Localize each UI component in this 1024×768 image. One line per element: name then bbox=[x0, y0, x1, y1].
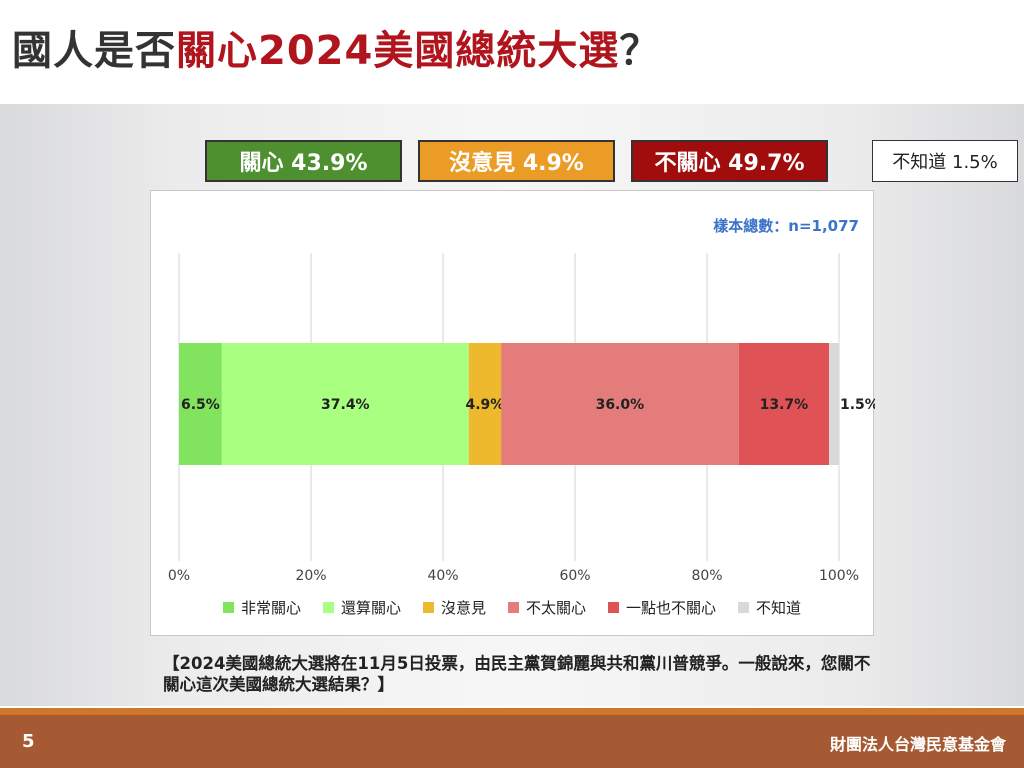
bar-data-label: 13.7% bbox=[760, 397, 809, 413]
x-tick-label: 0% bbox=[168, 568, 190, 584]
legend-label: 沒意見 bbox=[440, 599, 486, 617]
x-tick-label: 100% bbox=[819, 568, 859, 584]
legend-label: 不知道 bbox=[756, 599, 802, 617]
summary-dont-know-box: 不知道 1.5% bbox=[872, 140, 1018, 182]
chart-legend: 非常關心 還算關心 沒意見 不太關心 一點也不關心 不知道 bbox=[151, 597, 873, 618]
title-highlight: 關心2024美國總統大選 bbox=[176, 28, 620, 74]
organization-name: 財團法人台灣民意基金會 bbox=[829, 735, 1006, 754]
legend-item: 沒意見 bbox=[422, 597, 486, 618]
bar-data-label: 36.0% bbox=[596, 397, 645, 413]
bar-data-label: 1.5% bbox=[840, 397, 875, 413]
legend-swatch bbox=[608, 602, 620, 613]
summary-not-care-box: 不關心 49.7% bbox=[631, 140, 828, 182]
bar-data-label: 6.5% bbox=[181, 397, 220, 413]
summary-care-box: 關心 43.9% bbox=[205, 140, 402, 182]
legend-item: 一點也不關心 bbox=[608, 597, 716, 618]
legend-swatch bbox=[222, 602, 234, 613]
legend-swatch bbox=[738, 602, 750, 613]
chart-frame: 樣本總數：n=1,077 0% 20% 40% 60% 80% 100% 6.5% 37.4%… bbox=[150, 190, 875, 636]
title-prefix: 國人是否 bbox=[12, 28, 176, 74]
legend-swatch bbox=[322, 602, 334, 613]
page-number: 5 bbox=[22, 731, 35, 752]
legend-item: 不知道 bbox=[738, 597, 801, 618]
bar-segment-3 bbox=[468, 343, 502, 465]
summary-no-opinion-box: 沒意見 4.9% bbox=[418, 140, 615, 182]
bar-segment-5 bbox=[738, 343, 830, 465]
bar-data-label: 37.4% bbox=[321, 397, 370, 413]
footer-accent-line bbox=[0, 708, 1024, 715]
bar-segment-4 bbox=[501, 343, 739, 465]
bar-segment-1 bbox=[179, 343, 222, 465]
bar-data-label: 4.9% bbox=[465, 397, 504, 413]
title-suffix: ？ bbox=[619, 28, 661, 74]
x-tick-label: 60% bbox=[559, 568, 590, 584]
sample-size-label: 樣本總數：n=1,077 bbox=[713, 217, 859, 235]
stacked-bar-chart: 0% 20% 40% 60% 80% 100% 6.5% 37.4% 4.9% 36.0% 13.7… bbox=[168, 253, 875, 584]
legend-label: 還算關心 bbox=[340, 599, 401, 617]
legend-label: 一點也不關心 bbox=[626, 599, 717, 617]
legend-label: 不太關心 bbox=[526, 599, 587, 617]
legend-item: 非常關心 bbox=[222, 597, 301, 618]
legend-item: 還算關心 bbox=[322, 597, 401, 618]
x-tick-label: 40% bbox=[427, 568, 458, 584]
x-tick-label: 20% bbox=[295, 568, 326, 584]
survey-question: 【2024美國總統大選將在11月5日投票，由民主黨賀錦麗與共和黨川普競爭。一般說… bbox=[163, 654, 871, 694]
legend-item: 不太關心 bbox=[508, 597, 586, 618]
footer-bar: 5 財團法人台灣民意基金會 bbox=[0, 715, 1024, 768]
bar-segment-2 bbox=[221, 343, 469, 465]
bar-segment-6 bbox=[829, 343, 839, 465]
legend-label: 非常關心 bbox=[240, 599, 301, 617]
x-tick-label: 80% bbox=[691, 568, 722, 584]
legend-swatch bbox=[508, 602, 519, 613]
legend-swatch bbox=[422, 602, 434, 613]
page-title: 國人是否關心2024美國總統大選？ bbox=[12, 18, 660, 76]
